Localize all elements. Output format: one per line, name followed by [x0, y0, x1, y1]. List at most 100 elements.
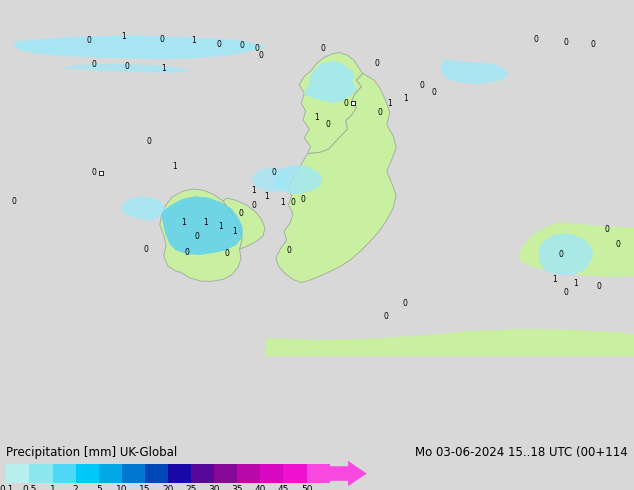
- Polygon shape: [299, 52, 363, 153]
- Text: 1: 1: [218, 222, 223, 231]
- Text: 0: 0: [184, 248, 190, 257]
- Text: 0: 0: [238, 209, 243, 218]
- Text: 0: 0: [159, 35, 164, 44]
- Text: 1: 1: [264, 192, 269, 201]
- Polygon shape: [162, 196, 242, 254]
- Bar: [191, 464, 214, 483]
- Bar: [122, 464, 145, 483]
- Text: 0: 0: [321, 44, 326, 52]
- Bar: [307, 464, 330, 483]
- Text: 1: 1: [181, 218, 186, 227]
- Bar: [29, 464, 53, 483]
- Text: 0: 0: [301, 195, 306, 204]
- Polygon shape: [304, 61, 356, 102]
- Text: 10: 10: [116, 486, 127, 490]
- Polygon shape: [122, 196, 165, 220]
- Text: 0: 0: [11, 196, 16, 206]
- Text: 0: 0: [597, 282, 602, 292]
- Text: 0: 0: [402, 299, 407, 308]
- Text: 1: 1: [552, 275, 557, 284]
- Text: 1: 1: [403, 94, 408, 103]
- Text: 0: 0: [326, 120, 331, 129]
- Text: 0: 0: [254, 44, 259, 52]
- Text: 0: 0: [616, 240, 621, 249]
- Polygon shape: [13, 36, 266, 59]
- Bar: [99, 464, 122, 483]
- Polygon shape: [266, 329, 634, 356]
- Text: 0: 0: [146, 137, 152, 146]
- Bar: [283, 464, 307, 483]
- Text: 1: 1: [280, 198, 285, 207]
- Text: 0: 0: [563, 288, 568, 297]
- Text: 0: 0: [216, 40, 221, 49]
- Text: 0: 0: [383, 312, 388, 321]
- Text: 0: 0: [271, 168, 276, 177]
- Text: 30: 30: [209, 486, 220, 490]
- Polygon shape: [539, 234, 593, 275]
- Text: 0: 0: [286, 245, 291, 254]
- Bar: [6, 464, 29, 483]
- Bar: [237, 464, 261, 483]
- Text: 50: 50: [301, 486, 313, 490]
- Polygon shape: [252, 168, 288, 191]
- Text: 0: 0: [432, 88, 437, 97]
- Bar: [168, 464, 191, 483]
- Text: 1: 1: [232, 227, 237, 236]
- Text: 5: 5: [96, 486, 101, 490]
- Polygon shape: [520, 222, 634, 277]
- Text: 2: 2: [73, 486, 79, 490]
- Text: 0: 0: [86, 36, 91, 45]
- Text: 0: 0: [559, 250, 564, 259]
- Polygon shape: [160, 189, 242, 281]
- Text: 1: 1: [573, 279, 578, 288]
- Text: 0: 0: [419, 81, 424, 90]
- Text: 1: 1: [161, 65, 166, 74]
- Text: 1: 1: [121, 32, 126, 41]
- Text: 1: 1: [387, 98, 392, 108]
- Text: 0: 0: [605, 224, 610, 234]
- Bar: [53, 464, 75, 483]
- Text: 0: 0: [194, 232, 199, 241]
- Text: 1: 1: [49, 486, 55, 490]
- Text: 1: 1: [314, 113, 320, 122]
- Polygon shape: [441, 60, 507, 84]
- Text: 0: 0: [563, 38, 568, 47]
- Text: 0: 0: [91, 168, 96, 177]
- Text: 0: 0: [91, 60, 96, 69]
- Text: 1: 1: [251, 186, 256, 195]
- Text: 0.5: 0.5: [22, 486, 37, 490]
- Text: 0: 0: [290, 198, 295, 207]
- Bar: [214, 464, 237, 483]
- Text: 0: 0: [375, 59, 380, 68]
- Text: 45: 45: [278, 486, 289, 490]
- Polygon shape: [63, 65, 190, 72]
- FancyArrow shape: [330, 461, 366, 486]
- Bar: [145, 464, 168, 483]
- Text: 0: 0: [378, 108, 383, 117]
- Polygon shape: [274, 166, 322, 194]
- Text: 1: 1: [204, 218, 209, 227]
- Bar: [261, 464, 283, 483]
- Text: 0: 0: [259, 51, 264, 60]
- Text: 0: 0: [240, 41, 245, 50]
- Text: 15: 15: [139, 486, 151, 490]
- Text: 0: 0: [224, 249, 230, 258]
- Text: 0: 0: [143, 245, 148, 254]
- Bar: [75, 464, 99, 483]
- Text: Mo 03-06-2024 15..18 UTC (00+114: Mo 03-06-2024 15..18 UTC (00+114: [415, 446, 628, 459]
- Text: 0: 0: [251, 201, 256, 210]
- Text: 40: 40: [255, 486, 266, 490]
- Text: 0: 0: [124, 62, 129, 71]
- Text: 25: 25: [185, 486, 197, 490]
- Text: 20: 20: [162, 486, 174, 490]
- Text: 0: 0: [533, 35, 538, 44]
- Text: 0: 0: [590, 40, 595, 49]
- Text: 0.1: 0.1: [0, 486, 13, 490]
- Text: 0: 0: [343, 98, 348, 108]
- Text: Precipitation [mm] UK-Global: Precipitation [mm] UK-Global: [6, 446, 178, 459]
- Text: 1: 1: [172, 162, 177, 171]
- Text: 35: 35: [231, 486, 243, 490]
- Polygon shape: [276, 74, 396, 283]
- Polygon shape: [223, 198, 265, 249]
- Text: 1: 1: [191, 36, 196, 46]
